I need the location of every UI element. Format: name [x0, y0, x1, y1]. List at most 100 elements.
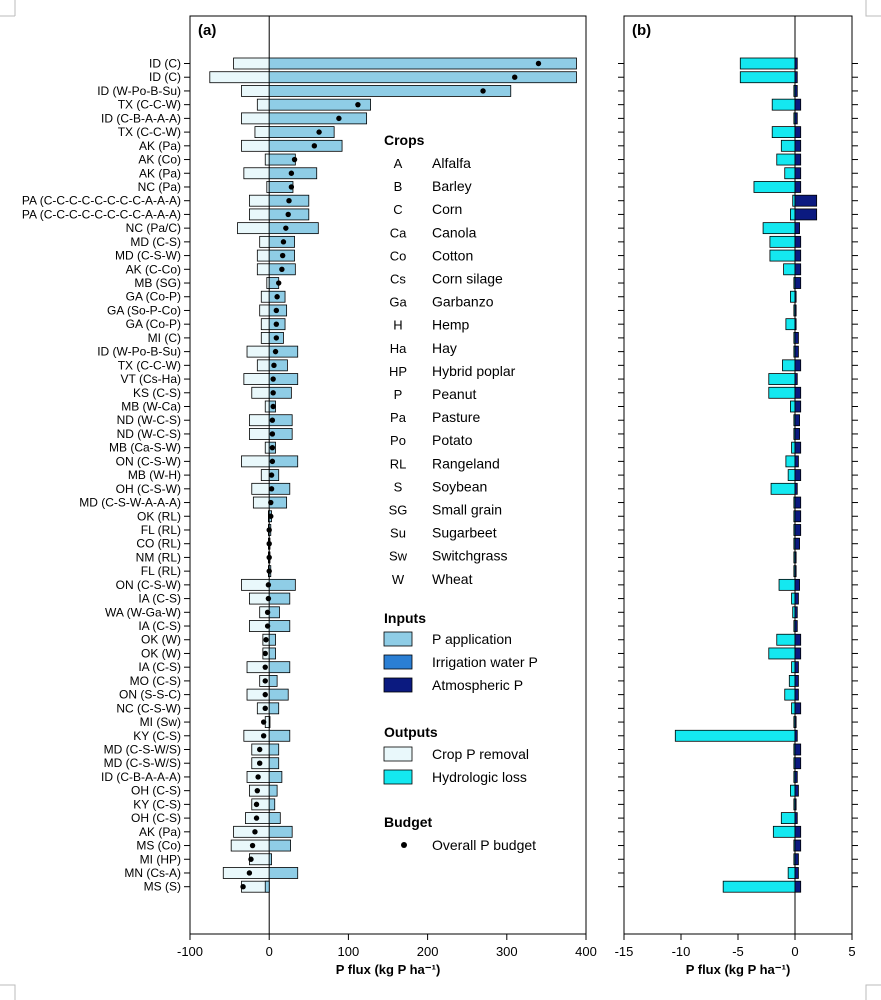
atmospheric-p-bar	[794, 702, 802, 715]
crop-removal-bar	[248, 194, 270, 207]
site-label: PA (C-C-C-C-C-C-C-C-A-A-A)	[22, 207, 181, 221]
site-label: MO (C-S)	[130, 674, 181, 688]
legend: Crops A Alfalfa B Barley C Corn Ca Canola Co Cotto…	[383, 132, 538, 853]
site-label: GA (So-P-Co)	[107, 303, 181, 317]
atmospheric-p-bar	[794, 181, 802, 193]
crop-removal-bar	[233, 825, 270, 838]
site-label: MI (Sw)	[140, 715, 181, 729]
panel-b-frame	[623, 15, 853, 935]
overall-budget-point	[266, 568, 272, 574]
legend-crop-name: Alfalfa	[432, 155, 471, 171]
atmospheric-p-bar	[794, 386, 802, 399]
legend-crop-name: Cotton	[432, 247, 473, 263]
legend-crop-abbr: Su	[390, 526, 406, 541]
legend-crop-abbr: Co	[390, 248, 407, 263]
p-application-bar	[268, 428, 293, 440]
site-label: IA (C-S)	[138, 660, 181, 674]
atmospheric-p-bar	[794, 771, 798, 783]
site-label: GA (Co-P)	[126, 317, 181, 331]
overall-budget-point	[336, 115, 342, 122]
panel-b-label: (b)	[632, 22, 651, 39]
site-label: ID (C-B-A-A-A)	[101, 770, 181, 784]
panel-a-x-tick-label: 100	[338, 944, 360, 959]
hydrologic-loss-bar	[770, 482, 796, 495]
p-application-bar	[268, 71, 577, 84]
atmospheric-p-bar	[794, 661, 799, 674]
site-label: MI (HP)	[140, 852, 181, 866]
site-label: VT (Cs-Ha)	[121, 372, 181, 386]
atmospheric-p-bar	[794, 743, 802, 756]
site-label: CO (RL)	[136, 537, 181, 551]
overall-budget-point	[269, 431, 276, 437]
crop-removal-bar	[260, 318, 270, 331]
hydrologic-loss-bar	[787, 867, 796, 879]
p-application-bar	[268, 455, 299, 468]
panel-b-x-tick-label: 0	[791, 944, 798, 959]
site-label: MS (Co)	[136, 839, 181, 853]
crop-removal-bar	[259, 304, 270, 317]
overall-budget-point	[286, 198, 292, 204]
atmospheric-p-bar	[794, 290, 797, 303]
overall-budget-point	[262, 691, 268, 698]
legend-crop-abbr: Ha	[390, 341, 407, 356]
site-label: TX (C-C-W)	[118, 125, 181, 139]
crop-mark	[865, 984, 881, 1000]
crop-removal-bar	[256, 98, 270, 111]
hydrologic-loss-bar	[784, 688, 796, 701]
atmospheric-p-bar	[794, 359, 802, 372]
hydrologic-loss-bar	[768, 373, 796, 385]
atmospheric-p-bar	[794, 510, 802, 523]
crop-removal-bar	[233, 57, 270, 70]
overall-budget-point	[266, 541, 272, 547]
overall-budget-point	[273, 321, 280, 327]
hydrologic-loss-bar	[785, 318, 796, 331]
site-label: MD (C-S)	[130, 235, 181, 249]
atmospheric-p-bar	[794, 784, 799, 797]
panel-b-x-tick-label: 5	[848, 944, 855, 959]
overall-budget-point	[262, 705, 268, 712]
hydrologic-loss-bar	[739, 57, 796, 70]
site-label: MI (C)	[148, 331, 181, 345]
site-label: NC (Pa)	[138, 180, 181, 194]
p-application-bar	[268, 771, 283, 783]
legend-crop-abbr: RL	[390, 456, 407, 471]
panel-b-x-tick-label: -5	[732, 944, 744, 959]
p-application-bar	[268, 647, 276, 660]
panel-a-x-tick-label: 200	[417, 944, 439, 959]
overall-budget-point	[266, 527, 272, 533]
overall-budget-point	[512, 74, 518, 80]
overall-budget-point	[271, 362, 277, 369]
overall-budget-point	[266, 554, 272, 561]
atmospheric-p-bar	[794, 482, 798, 495]
overall-budget-point	[288, 184, 295, 190]
crop-removal-bar	[252, 496, 270, 509]
legend-crop-name: Switchgrass	[432, 548, 507, 564]
crop-removal-bar	[243, 167, 270, 180]
overall-budget-point	[272, 348, 279, 355]
hydrologic-loss-bar	[782, 359, 796, 372]
atmospheric-p-bar	[794, 565, 797, 578]
site-label: AK (Co)	[138, 153, 181, 167]
p-application-bar	[268, 757, 280, 770]
hydrologic-loss-bar	[771, 126, 796, 138]
overall-budget-point	[256, 746, 263, 753]
crop-removal-bar	[241, 139, 270, 152]
hydrologic-loss-bar	[778, 578, 796, 591]
legend-budget-title: Budget	[384, 814, 433, 830]
legend-crops-title: Crops	[384, 132, 425, 148]
legend-crop-name: Hay	[432, 340, 457, 356]
overall-budget-point	[240, 884, 246, 890]
crop-removal-bar	[222, 867, 270, 879]
site-label: OK (RL)	[137, 509, 181, 523]
hydrologic-loss-bar	[776, 633, 796, 646]
site-label: AK (Pa)	[139, 139, 181, 153]
crop-removal-bar	[260, 331, 270, 344]
legend-crop-abbr: Ca	[390, 225, 407, 240]
crop-removal-bar	[243, 373, 270, 385]
site-label: MD (C-S-W-A-A-A)	[79, 496, 181, 510]
crop-removal-bar	[256, 249, 270, 262]
crop-removal-bar	[246, 345, 270, 358]
p-application-bar	[268, 153, 296, 166]
overall-budget-point	[269, 458, 276, 465]
hydrologic-loss-bar	[769, 249, 796, 262]
